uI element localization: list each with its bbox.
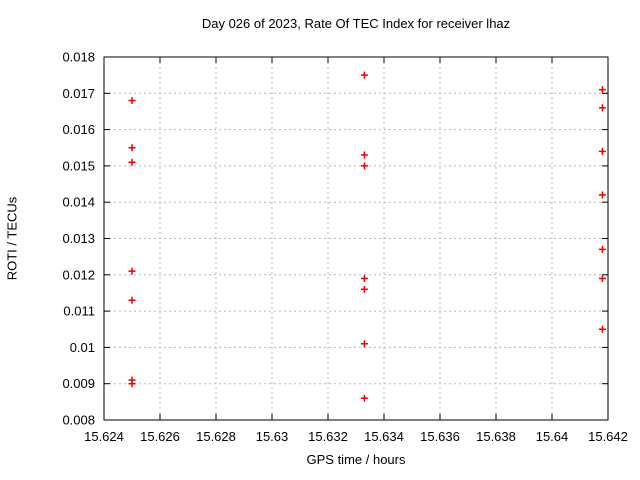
data-point-marker — [598, 245, 606, 253]
x-tick-label: 15.636 — [420, 429, 460, 444]
x-tick-label: 15.638 — [476, 429, 516, 444]
x-tick-label: 15.642 — [588, 429, 628, 444]
data-point-marker — [128, 158, 136, 166]
data-point-marker — [598, 274, 606, 282]
y-tick-label: 0.018 — [62, 50, 95, 65]
x-tick-label: 15.634 — [364, 429, 404, 444]
x-tick-label: 15.624 — [84, 429, 124, 444]
y-tick-label: 0.013 — [62, 231, 95, 246]
data-point-marker — [598, 104, 606, 112]
y-tick-label: 0.011 — [63, 304, 95, 319]
data-point-marker — [360, 394, 368, 402]
x-tick-label: 15.626 — [140, 429, 180, 444]
data-point-marker — [360, 285, 368, 293]
data-points — [128, 71, 606, 402]
data-point-marker — [128, 296, 136, 304]
data-point-marker — [598, 86, 606, 94]
x-tick-label: 15.64 — [536, 429, 569, 444]
y-tick-label: 0.016 — [62, 122, 95, 137]
data-point-marker — [598, 147, 606, 155]
y-tick-label: 0.012 — [62, 267, 95, 282]
data-point-marker — [360, 151, 368, 159]
data-point-marker — [598, 325, 606, 333]
data-point-marker — [360, 162, 368, 170]
x-tick-label: 15.632 — [308, 429, 348, 444]
y-tick-label: 0.017 — [62, 86, 95, 101]
y-tick-label: 0.009 — [62, 376, 95, 391]
y-tick-label: 0.015 — [62, 158, 95, 173]
x-tick-label: 15.63 — [256, 429, 289, 444]
axis-ticks — [103, 56, 609, 421]
chart-title: Day 026 of 2023, Rate Of TEC Index for r… — [201, 16, 511, 31]
y-tick-label: 0.008 — [62, 413, 95, 428]
gridlines — [104, 57, 608, 420]
x-axis-title: GPS time / hours — [306, 452, 406, 467]
data-point-marker — [128, 97, 136, 105]
data-point-marker — [128, 267, 136, 275]
x-tick-label: 15.628 — [196, 429, 236, 444]
data-point-marker — [598, 191, 606, 199]
data-point-marker — [128, 380, 136, 388]
x-tick-labels: 15.624 15.626 15.628 15.63 15.632 15.634 15.63… — [84, 429, 628, 444]
y-tick-labels: 0.008 0.009 0.01 0.011 0.012 0.013 0.014 0.015 0… — [62, 50, 95, 428]
data-point-marker — [360, 71, 368, 79]
data-point-marker — [128, 144, 136, 152]
y-tick-label: 0.01 — [70, 340, 95, 355]
data-point-marker — [360, 274, 368, 282]
data-point-marker — [360, 340, 368, 348]
y-tick-label: 0.014 — [62, 195, 95, 210]
